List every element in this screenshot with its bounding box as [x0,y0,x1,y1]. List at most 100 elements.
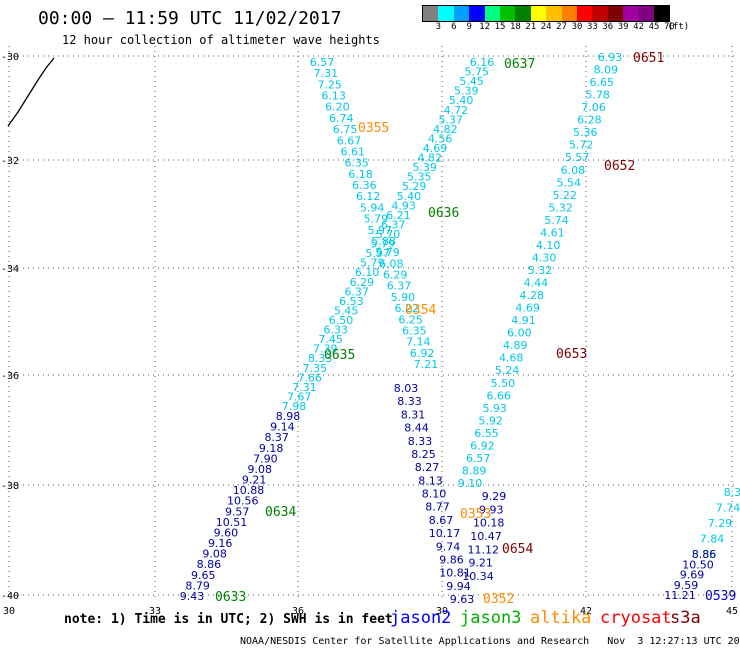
wave-height-value: 10.34 [462,570,494,583]
lat-tick-label: -34 [1,264,19,275]
wave-height-value: 8.85 [692,548,717,561]
wave-height-value: 7.31 [314,67,339,80]
wave-height-value: 9.63 [450,593,475,606]
lon-tick-label: 45 [726,606,738,617]
colorbar-swatch [653,6,670,21]
wave-height-value: 6.18 [348,168,373,181]
wave-height-value: 9.60 [214,527,239,540]
colorbar-tick-label: 21 [525,22,537,32]
colorbar-tick-label: 3 [435,22,442,32]
wave-height-value: 7.35 [303,362,328,375]
colorbar-tick-label: 12 [479,22,491,32]
wave-height-value: 4.61 [540,226,565,239]
wave-height-value: 8.86 [197,558,222,571]
coastline [7,57,55,127]
wave-height-value: 4.69 [515,302,540,315]
wave-height-value: 4.68 [499,352,524,365]
colorbar-tick-label: 6 [451,22,457,32]
wave-height-value: 6.35 [402,324,427,337]
wave-height-value: 6.50 [329,314,354,327]
satellite-tracks: 9.438.799.658.869.089.169.6010.519.5710.… [180,51,740,606]
wave-height-value: 6.25 [398,313,423,326]
colorbar-swatch [561,6,577,21]
wave-height-value: 8.77 [425,501,450,514]
wave-height-value: 5.79 [375,246,400,259]
wave-height-value: 7.21 [414,358,439,371]
wave-height-value: 4.82 [418,152,443,165]
wave-height-value: 10.18 [473,517,505,530]
satellite-track: 8.038.338.318.448.338.258.278.138.108.77… [394,382,475,606]
wave-height-value: 10.88 [233,484,265,497]
wave-height-value: 6.37 [381,218,406,231]
lon-tick-label: 30 [3,606,15,617]
map-title: 00:00 — 11:59 UTC 11/02/2017 [38,8,342,29]
lat-tick-label: -36 [1,371,19,382]
footer-credit: NOAA/NESDIS Center for Satellite Applica… [240,636,740,647]
wave-height-value: 6.35 [344,157,369,170]
wave-height-value: 6.67 [337,134,362,147]
lat-tick-label: -32 [1,156,19,167]
wave-height-value: 5.37 [438,113,463,126]
wave-height-value: 10.47 [470,530,502,543]
colorbar-swatch [530,6,547,21]
lon-tick-label: 33 [149,606,161,617]
wave-height-value: 5.39 [454,85,479,98]
wave-height-value: 7.45 [318,333,343,346]
wave-height-value: 5.39 [412,161,437,174]
wave-height-value: 7.67 [287,390,312,403]
lon-tick-label: 42 [580,606,592,617]
wave-height-value: 9.08 [248,463,273,476]
wave-height-value: 4.72 [444,104,469,117]
wave-height-value: 9.10 [458,477,483,490]
pass-time-label: 0353 [460,507,491,522]
wave-height-value: 6.93 [598,51,623,64]
wave-height-value: 5.40 [397,190,422,203]
satellite-legend-entry: jason2 [390,608,452,628]
wave-height-value: 9.69 [680,569,705,582]
wave-height-value: 9.94 [446,580,471,593]
colorbar-tick-label: 18 [509,22,521,32]
wave-height-value: 7.90 [253,452,278,465]
wave-height-value: 5.97 [365,247,390,260]
colorbar-tick-label: 30 [571,22,583,32]
wave-height-value: 5.40 [449,94,474,107]
wave-height-value: 7.39 [313,343,338,356]
colorbar-tick-label: 15 [494,22,506,32]
colorbar-swatch [484,6,500,21]
wave-height-value: 7.84 [700,533,725,546]
wave-height-value: 6.33 [324,324,349,337]
pass-time-label: 0635 [324,348,355,363]
wave-height-value: 8.33 [397,395,422,408]
wave-height-value: 8.33 [308,352,333,365]
wave-height-value: 8.67 [429,514,454,527]
wave-height-value: 4.89 [503,339,528,352]
wave-height-value: 9.43 [180,590,205,603]
wave-height-value: 4.30 [532,252,557,265]
units-note: note: 1) Time is in UTC; 2) SWH is in fe… [64,612,393,627]
wave-height-value: 6.13 [321,90,346,103]
colorbar-tick-label: 36 [602,22,614,32]
satellite-legend-entry: cryosat [600,608,672,628]
wave-height-value: 10.17 [429,527,461,540]
colorbar-swatch [453,6,470,21]
wave-height-value: 8.33 [408,435,433,448]
pass-time-label: 0634 [265,505,296,520]
wave-height-value: 5.32 [528,264,553,277]
wave-height-value: 8.89 [462,465,487,478]
wave-height-value: 5.50 [491,377,516,390]
wave-height-value: 9.21 [468,557,493,570]
pass-time-label: 0651 [633,51,664,66]
wave-height-value: 7.31 [292,381,317,394]
colorbar-tick-label: 27 [556,22,568,32]
pass-time-label: 0539 [705,589,736,604]
wave-height-value: 6.08 [379,257,404,270]
wave-height-value: 5.97 [368,224,393,237]
wave-height-value: 4.69 [423,142,448,155]
colorbar-swatch [546,6,562,21]
wave-height-value: 8.31 [401,408,426,421]
wave-height-value: 8.25 [411,448,436,461]
wave-height-value: 7.06 [581,101,606,114]
pass-time-label: 0654 [502,542,533,557]
wave-height-value: 4.91 [511,314,536,327]
pass-time-label: 0354 [405,303,436,318]
